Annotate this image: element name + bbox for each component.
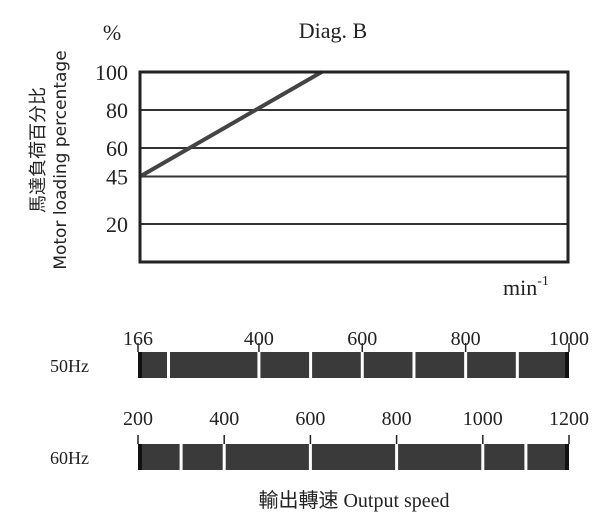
chart-title: Diag. B [299, 18, 367, 43]
x-axis-label: 輸出轉速 Output speed [258, 489, 449, 512]
speed-tick-label: 600 [347, 328, 377, 350]
speed-bar-right-cap [565, 444, 569, 470]
y-tick-label: 80 [106, 98, 128, 123]
speed-tick-label: 400 [244, 328, 274, 350]
y-tick-label: 100 [95, 60, 128, 85]
speed-bar-right-cap [565, 352, 569, 378]
speed-tick-label: 600 [295, 408, 325, 430]
plot-frame [138, 70, 570, 264]
speed-tick-label: 1200 [549, 408, 589, 430]
x-axis-unit: min-1 [503, 274, 549, 300]
y-axis-unit: % [103, 20, 121, 45]
speed-tick-label: 1000 [549, 328, 589, 350]
speed-tick-label: 800 [451, 328, 481, 350]
speed-tick-label: 166 [123, 328, 153, 350]
speed-tick-label: 1000 [463, 408, 503, 430]
y-axis-label-english: Motor loading percentage [51, 50, 71, 269]
speed-tick-label: 400 [209, 408, 239, 430]
frequency-label: 50Hz [50, 356, 89, 376]
series-line [139, 70, 323, 179]
speed-bar-left-cap [138, 444, 142, 470]
speed-tick-label: 200 [123, 408, 153, 430]
speed-scale-60Hz: 60Hz 200 400 600 800 1000 1200 [50, 408, 589, 470]
gridlines [140, 71, 568, 225]
frequency-label: 60Hz [50, 448, 89, 468]
plot-area: 100 80 60 45 20 [95, 60, 570, 264]
speed-scale-50Hz: 50Hz 166 400 600 800 1000 [50, 328, 589, 378]
speed-bar-left-cap [138, 352, 142, 378]
speed-scales: 50Hz 166 400 600 800 1000 60Hz 200 400 600 800 1000… [50, 328, 589, 470]
speed-tick-label: 800 [382, 408, 412, 430]
y-tick-label: 45 [106, 165, 128, 190]
y-tick-label: 20 [106, 212, 128, 237]
speed-bar [138, 352, 569, 378]
y-tick-labels: 100 80 60 45 20 [95, 60, 128, 237]
y-axis-label-chinese: 馬達負荷百分比 [28, 87, 49, 213]
y-tick-label: 60 [106, 136, 128, 161]
speed-bar [138, 444, 569, 470]
